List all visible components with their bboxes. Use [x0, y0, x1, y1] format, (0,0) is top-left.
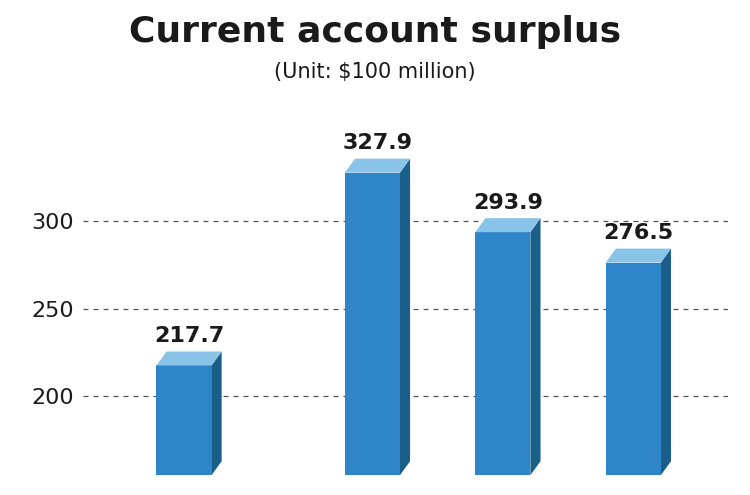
Polygon shape	[476, 218, 541, 232]
Polygon shape	[211, 351, 222, 475]
Text: (Unit: $100 million): (Unit: $100 million)	[274, 62, 476, 82]
Polygon shape	[661, 248, 671, 475]
Text: Current account surplus: Current account surplus	[129, 15, 621, 49]
Polygon shape	[157, 351, 222, 365]
Polygon shape	[345, 159, 410, 173]
Polygon shape	[157, 365, 212, 475]
Text: 217.7: 217.7	[154, 326, 224, 346]
Text: 276.5: 276.5	[603, 223, 674, 244]
Polygon shape	[530, 218, 541, 475]
Text: 293.9: 293.9	[473, 193, 543, 213]
Polygon shape	[606, 248, 671, 263]
Polygon shape	[476, 232, 530, 475]
Polygon shape	[606, 263, 661, 475]
Polygon shape	[345, 173, 400, 475]
Text: 327.9: 327.9	[343, 134, 412, 153]
Polygon shape	[400, 159, 410, 475]
